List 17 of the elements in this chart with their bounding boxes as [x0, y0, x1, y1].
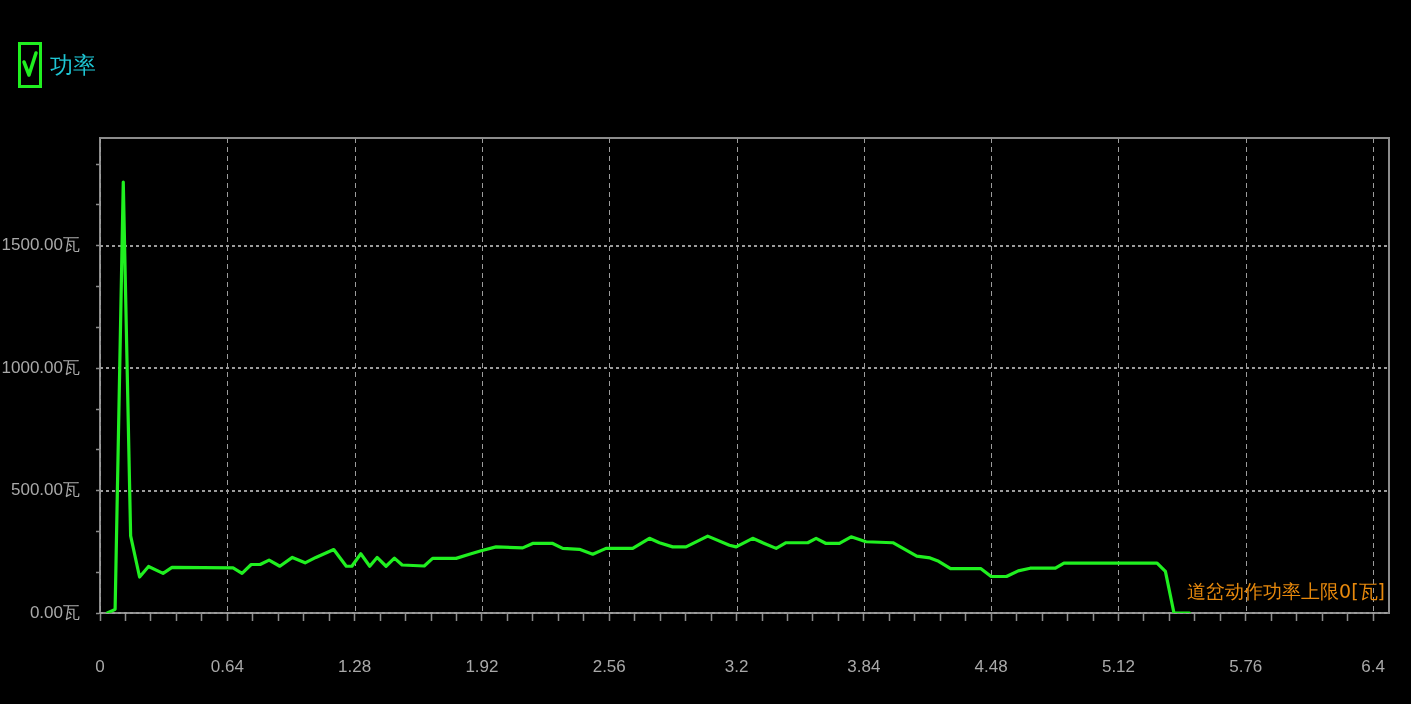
annotation: 道岔动作功率上限0[瓦]	[1187, 580, 1385, 603]
x-tick-label: 3.84	[847, 656, 881, 676]
x-tick-label: 3.2	[724, 656, 749, 676]
x-tick-label: 0.64	[210, 656, 244, 676]
x-tick-label: 0	[95, 656, 105, 676]
legend-label: 功率	[50, 51, 96, 79]
y-tick-label: 500.00瓦	[11, 480, 80, 500]
x-tick-label: 2.56	[592, 656, 626, 676]
x-tick-label: 5.12	[1101, 656, 1136, 676]
x-tick-label: 1.28	[338, 656, 372, 676]
y-tick-label: 0.00瓦	[29, 602, 80, 622]
x-tick-label: 6.4	[1361, 656, 1385, 676]
y-tick-label: 1500.00瓦	[1, 235, 80, 255]
x-tick-label: 5.76	[1229, 656, 1263, 676]
x-tick-label: 4.48	[974, 656, 1008, 676]
y-tick-label: 1000.00瓦	[1, 357, 80, 377]
x-tick-label: 1.92	[465, 656, 499, 676]
